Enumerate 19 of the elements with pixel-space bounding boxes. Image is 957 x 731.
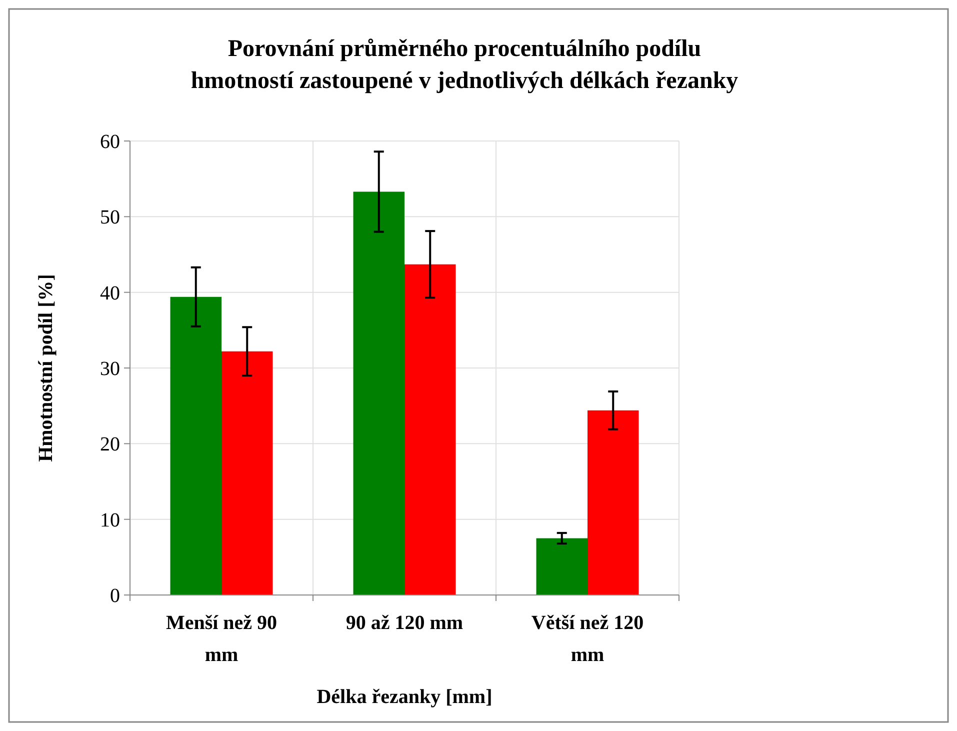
bar — [404, 264, 456, 595]
x-tick-label: Menší než 90 mm — [166, 612, 278, 666]
bar — [353, 192, 404, 595]
bar — [536, 538, 588, 595]
y-axis-title: Hmotnostní podíl [%] — [35, 274, 57, 462]
x-tick-label: 90 až 120 mm — [346, 612, 464, 634]
y-tick-label: 0 — [110, 585, 120, 607]
chart-title: Porovnání průměrného procentuálního podílu hmotností zastoupené v jednotlivých délkách řezanky — [190, 36, 738, 94]
bar — [170, 296, 222, 595]
x-tick-label: Větší než 120 mm — [531, 612, 644, 666]
bar — [222, 351, 273, 595]
x-axis-title: Délka řezanky [mm] — [316, 686, 492, 708]
y-tick-label: 30 — [100, 358, 120, 380]
y-tick-label: 60 — [100, 131, 120, 153]
bar — [588, 410, 639, 595]
y-tick-label: 50 — [100, 206, 120, 229]
y-tick-label: 40 — [100, 282, 120, 304]
y-tick-label: 20 — [100, 434, 120, 456]
y-tick-label: 10 — [100, 509, 120, 532]
